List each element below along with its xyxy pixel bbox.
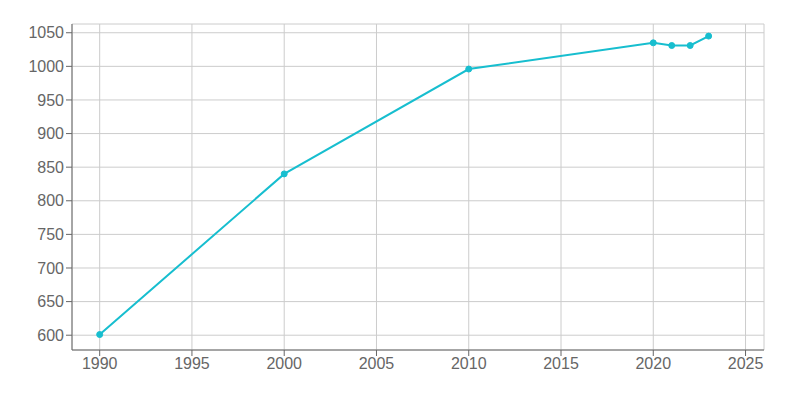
svg-text:850: 850 xyxy=(37,159,64,176)
svg-text:2000: 2000 xyxy=(266,355,302,372)
svg-text:1995: 1995 xyxy=(174,355,210,372)
svg-text:900: 900 xyxy=(37,125,64,142)
svg-text:1000: 1000 xyxy=(28,58,64,75)
svg-text:600: 600 xyxy=(37,327,64,344)
svg-text:700: 700 xyxy=(37,260,64,277)
svg-text:950: 950 xyxy=(37,92,64,109)
svg-text:2020: 2020 xyxy=(635,355,671,372)
svg-text:2010: 2010 xyxy=(451,355,487,372)
svg-text:1050: 1050 xyxy=(28,24,64,41)
svg-text:800: 800 xyxy=(37,192,64,209)
svg-text:650: 650 xyxy=(37,293,64,310)
svg-text:750: 750 xyxy=(37,226,64,243)
svg-text:2025: 2025 xyxy=(728,355,764,372)
svg-text:1990: 1990 xyxy=(82,355,118,372)
svg-text:2015: 2015 xyxy=(543,355,579,372)
svg-text:2005: 2005 xyxy=(359,355,395,372)
